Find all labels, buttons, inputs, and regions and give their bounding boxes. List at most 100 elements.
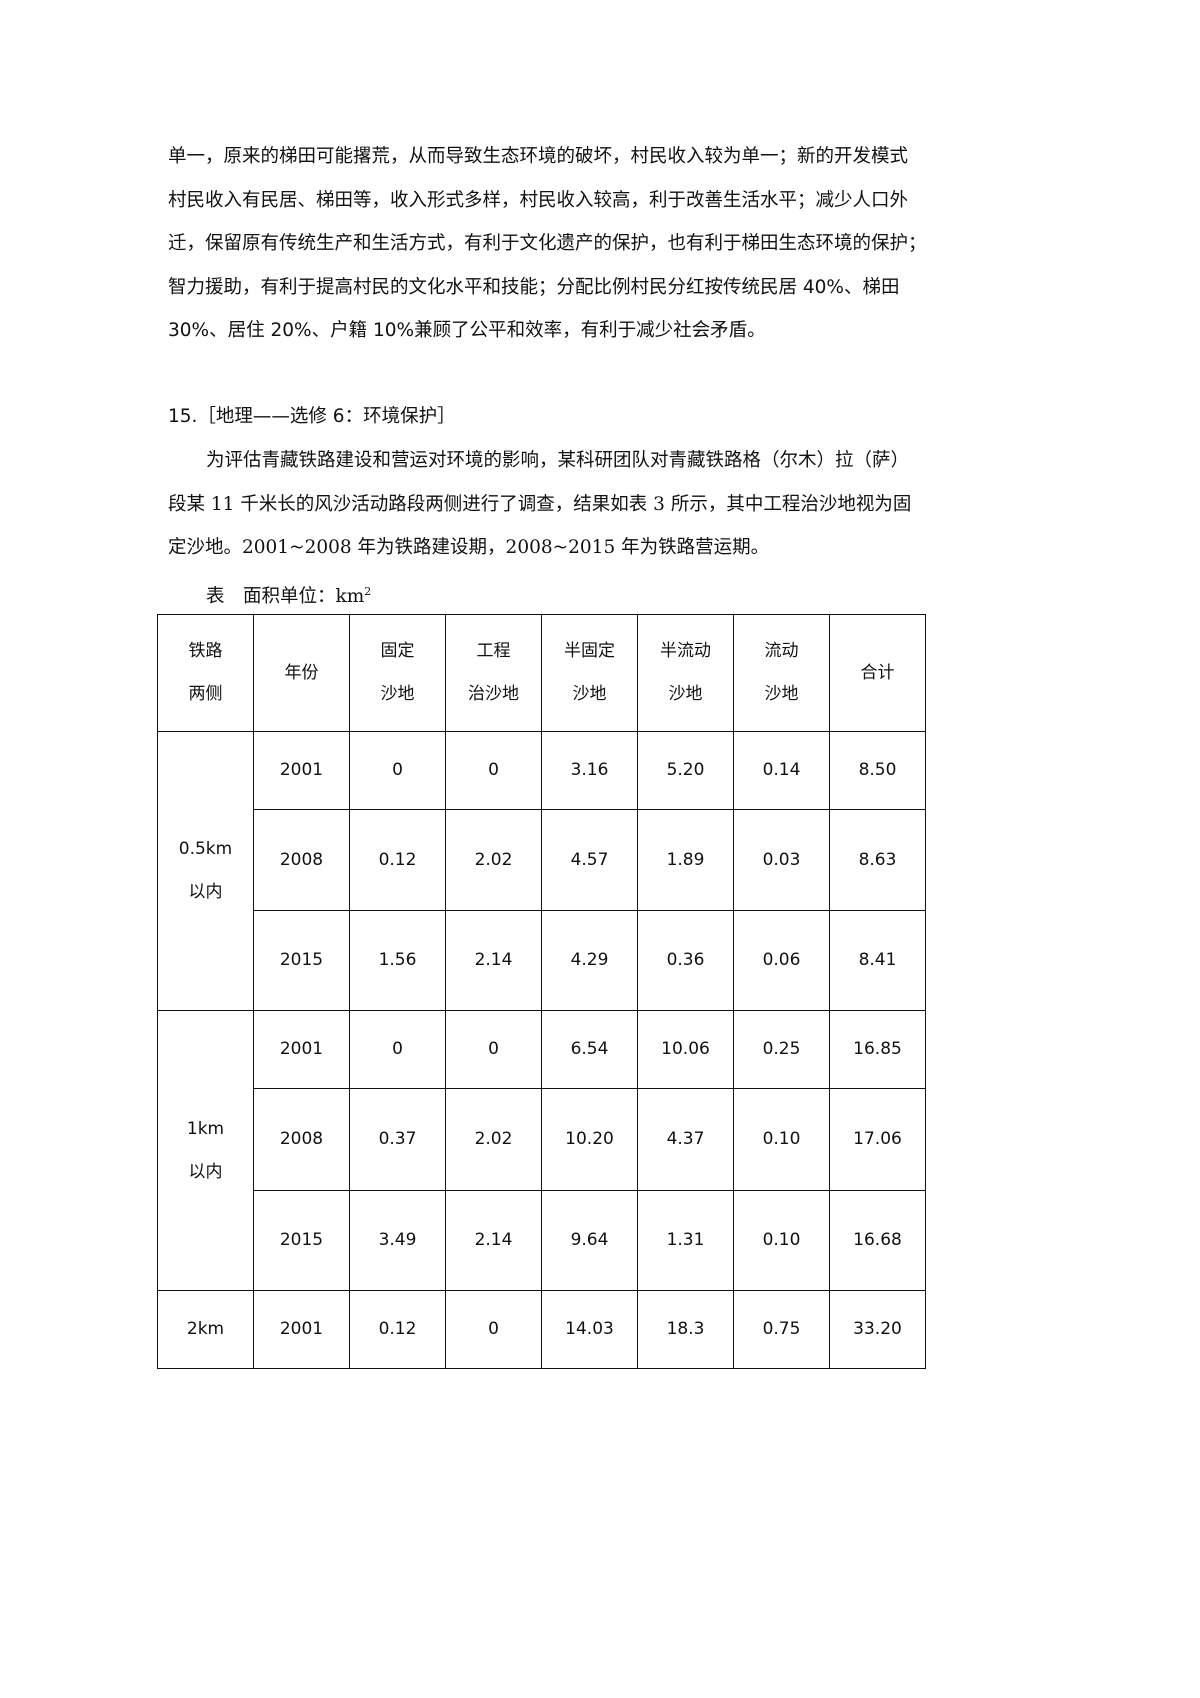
value-cell: 0 <box>445 1010 542 1089</box>
header-cell: 流动 沙地 <box>733 614 830 732</box>
question-title: 15.［地理——选修 6：环境保护］ <box>168 406 456 427</box>
value-cell: 5.20 <box>637 731 734 810</box>
cell-text: 沙地 <box>380 684 415 704</box>
value-cell: 4.57 <box>541 809 638 911</box>
year-cell: 2015 <box>253 1190 350 1291</box>
value-cell: 0 <box>445 731 542 810</box>
cell-text: 工程 <box>476 641 511 661</box>
value-cell: 4.29 <box>541 910 638 1011</box>
value-cell: 8.63 <box>829 809 926 911</box>
paragraph-line: 迁，保留原有传统生产和生活方式，有利于文化遗产的保护，也有利于梯田生态环境的保护… <box>168 233 927 254</box>
value-cell: 1.89 <box>637 809 734 911</box>
year-cell: 2001 <box>253 731 350 810</box>
value-cell: 33.20 <box>829 1290 926 1369</box>
value-cell: 8.41 <box>829 910 926 1011</box>
value-cell: 0.12 <box>349 1290 446 1369</box>
side-label-cell: 2km <box>157 1290 254 1369</box>
header-cell: 年份 <box>253 614 350 732</box>
value-cell: 3.16 <box>541 731 638 810</box>
cell-text: 治沙地 <box>468 684 519 704</box>
header-row: 铁路 两侧 年份 固定 沙地 工程 治沙地 半固定 沙地 半流动 沙地 流动 沙地 合计 <box>157 614 926 732</box>
paragraph-line: 30%、居住 20%、户籍 10%兼顾了公平和效率，有利于减少社会矛盾。 <box>168 320 766 341</box>
sand-area-table: 铁路 两侧 年份 固定 沙地 工程 治沙地 半固定 沙地 半流动 沙地 流动 沙地 合计 0.5km 以内 20… <box>157 614 926 1369</box>
cell-text: 2km <box>186 1319 225 1339</box>
value-cell: 14.03 <box>541 1290 638 1369</box>
cell-text: 以内 <box>188 1161 223 1182</box>
table-row: 1km 以内 2001 0 0 6.54 10.06 0.25 16.85 <box>157 1010 926 1291</box>
value-cell: 2.14 <box>445 1190 542 1291</box>
year-cell: 2001 <box>253 1010 350 1089</box>
value-cell: 0 <box>349 731 446 810</box>
header-cell: 合计 <box>829 614 926 732</box>
table-row: 2015 1.56 2.14 4.29 0.36 0.06 8.41 <box>158 910 926 1011</box>
cell-text: 1km <box>186 1118 225 1139</box>
paragraph-line: 单一，原来的梯田可能撂荒，从而导致生态环境的破坏，村民收入较为单一；新的开发模式 <box>168 146 909 167</box>
value-cell: 3.49 <box>349 1190 446 1291</box>
value-cell: 10.06 <box>637 1010 734 1089</box>
value-cell: 17.06 <box>829 1088 926 1191</box>
question-line: 为评估青藏铁路建设和营运对环境的影响，某科研团队对青藏铁路格（尔木）拉（萨） <box>206 450 910 471</box>
header-cell: 铁路 两侧 <box>157 614 254 732</box>
header-cell: 半流动 沙地 <box>637 614 734 732</box>
side-label-cell: 0.5km 以内 <box>157 731 254 1011</box>
cell-text: 铁路 <box>188 641 223 661</box>
value-cell: 9.64 <box>541 1190 638 1291</box>
table-row: 2008 0.37 2.02 10.20 4.37 0.10 17.06 <box>158 1088 926 1191</box>
year-cell: 2008 <box>253 1088 350 1191</box>
question-line: 段某 11 千米长的风沙活动路段两侧进行了调查，结果如表 3 所示，其中工程治沙… <box>168 493 912 515</box>
value-cell: 0.14 <box>733 731 830 810</box>
value-cell: 0.10 <box>733 1190 830 1291</box>
cell-text: 固定 <box>380 641 415 661</box>
year-cell: 2008 <box>253 809 350 911</box>
value-cell: 0.10 <box>733 1088 830 1191</box>
caption-text: 表 面积单位：km <box>206 586 365 608</box>
caption-superscript: 2 <box>364 585 372 598</box>
question-line: 定沙地。2001~2008 年为铁路建设期，2008~2015 年为铁路营运期。 <box>168 537 770 558</box>
value-cell: 1.56 <box>349 910 446 1011</box>
table-row: 0.5km 以内 2001 0 0 3.16 5.20 0.14 8.50 <box>157 731 926 1011</box>
cell-text: 0.5km <box>178 839 233 859</box>
value-cell: 8.50 <box>829 731 926 810</box>
paragraph-line: 智力援助，有利于提高村民的文化水平和技能；分配比例村民分红按传统民居 40%、梯… <box>168 276 900 298</box>
value-cell: 2.02 <box>445 1088 542 1191</box>
header-cell: 固定 沙地 <box>349 614 446 732</box>
value-cell: 0.12 <box>349 809 446 911</box>
cell-text: 合计 <box>860 662 895 683</box>
value-cell: 1.31 <box>637 1190 734 1291</box>
header-cell: 工程 治沙地 <box>445 614 542 732</box>
cell-text: 半固定 <box>564 641 615 661</box>
cell-text: 流动 <box>764 641 799 661</box>
cell-text: 沙地 <box>668 684 703 704</box>
table-caption: 表 面积单位：km2 <box>206 580 371 609</box>
table-row: 2008 0.12 2.02 4.57 1.89 0.03 8.63 <box>158 809 926 911</box>
header-cell: 半固定 沙地 <box>541 614 638 732</box>
cell-text: 以内 <box>188 882 223 902</box>
value-cell: 0.75 <box>733 1290 830 1369</box>
value-cell: 0.06 <box>733 910 830 1011</box>
value-cell: 0 <box>349 1010 446 1089</box>
value-cell: 0.37 <box>349 1088 446 1191</box>
cell-text: 沙地 <box>572 684 607 704</box>
value-cell: 0 <box>445 1290 542 1369</box>
value-cell: 0.03 <box>733 809 830 911</box>
cell-text: 沙地 <box>764 684 799 704</box>
value-cell: 16.85 <box>829 1010 926 1089</box>
table-row: 2km 2001 0.12 0 14.03 18.3 0.75 33.20 <box>157 1290 926 1369</box>
value-cell: 4.37 <box>637 1088 734 1191</box>
value-cell: 18.3 <box>637 1290 734 1369</box>
year-cell: 2015 <box>253 910 350 1011</box>
cell-text: 年份 <box>284 662 319 683</box>
cell-text: 两侧 <box>188 684 223 704</box>
year-cell: 2001 <box>253 1290 350 1369</box>
value-cell: 2.02 <box>445 809 542 911</box>
value-cell: 2.14 <box>445 910 542 1011</box>
cell-text: 半流动 <box>660 641 711 661</box>
table-row: 2015 3.49 2.14 9.64 1.31 0.10 16.68 <box>158 1190 926 1291</box>
value-cell: 6.54 <box>541 1010 638 1089</box>
value-cell: 0.36 <box>637 910 734 1011</box>
side-label-cell: 1km 以内 <box>157 1010 254 1291</box>
value-cell: 0.25 <box>733 1010 830 1089</box>
paragraph-line: 村民收入有民居、梯田等，收入形式多样，村民收入较高，利于改善生活水平；减少人口外 <box>168 189 909 211</box>
value-cell: 16.68 <box>829 1190 926 1291</box>
value-cell: 10.20 <box>541 1088 638 1191</box>
